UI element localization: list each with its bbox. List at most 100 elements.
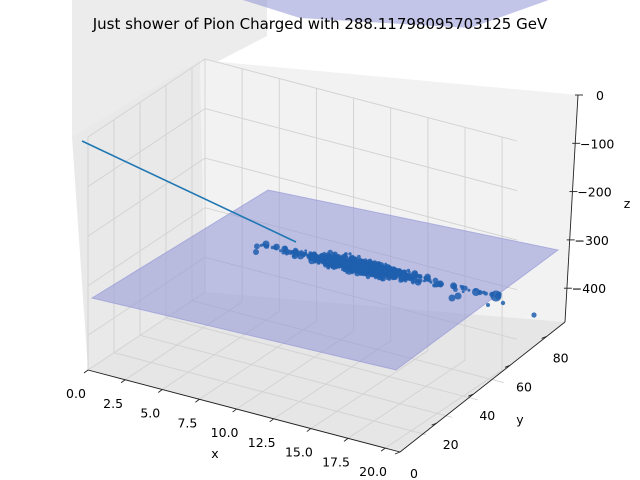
- gridline-y: [165, 85, 479, 401]
- hit-point: [436, 283, 440, 287]
- hit-point: [372, 263, 376, 267]
- gridline-z: [87, 108, 518, 192]
- hit-point: [348, 252, 352, 256]
- z-tick-label: −400: [572, 281, 606, 296]
- hit-point: [490, 290, 502, 302]
- x-tick-label: 12.5: [248, 435, 276, 450]
- hit-point: [304, 249, 308, 253]
- hit-point: [325, 259, 330, 264]
- x-tick-label: 5.0: [140, 406, 160, 421]
- hit-point: [374, 276, 378, 280]
- hit-point: [398, 277, 404, 283]
- gridline-z: [87, 58, 518, 142]
- y-tick-label: 0: [410, 466, 418, 480]
- upper-shower-plane: [242, 0, 549, 28]
- hit-point: [315, 254, 319, 258]
- hit-point: [307, 253, 312, 259]
- hit-point: [414, 271, 418, 275]
- hit-point: [327, 264, 331, 269]
- z-axis-label: z: [624, 196, 631, 211]
- gridline-x: [347, 127, 466, 439]
- hit-point: [287, 249, 293, 255]
- hit-point: [376, 269, 380, 273]
- hit-point: [356, 258, 363, 264]
- hit-point: [429, 280, 433, 284]
- hit-point: [432, 283, 437, 288]
- hit-point: [253, 249, 259, 255]
- gridline-x: [310, 117, 429, 429]
- hit-point: [481, 290, 486, 295]
- hit-point: [352, 257, 356, 261]
- hit-point: [462, 285, 468, 291]
- hit-point: [301, 252, 306, 257]
- y-tick-label: 60: [516, 379, 532, 394]
- hit-point: [432, 277, 439, 284]
- hit-point: [281, 250, 286, 255]
- hit-point: [254, 243, 260, 250]
- hit-point: [379, 265, 384, 270]
- x-tick-mark: [195, 398, 200, 403]
- hit-point: [344, 261, 349, 266]
- hit-point: [326, 256, 330, 260]
- hit-point: [384, 262, 388, 266]
- back-pane-xz: [72, 0, 267, 137]
- hit-point: [405, 275, 410, 279]
- hit-point: [408, 270, 411, 274]
- hit-point: [410, 277, 414, 281]
- gridline-y: [113, 119, 427, 436]
- hit-point: [351, 266, 357, 272]
- hit-point: [395, 269, 399, 273]
- hit-point: [357, 254, 361, 259]
- hit-point: [279, 249, 282, 253]
- hit-point: [459, 284, 463, 288]
- hit-point: [318, 253, 324, 259]
- hit-point: [397, 274, 401, 278]
- y-tick-label: 20: [443, 437, 459, 452]
- x-tick-label: 20.0: [359, 464, 387, 479]
- x-tick-mark: [158, 389, 163, 393]
- chart-title: Just shower of Pion Charged with 288.117…: [92, 15, 548, 33]
- y-axis-line: [399, 321, 566, 453]
- hit-point: [352, 259, 356, 263]
- hit-point: [379, 269, 383, 273]
- z-axis-line: [564, 94, 579, 323]
- hit-point: [450, 282, 457, 290]
- hit-point: [339, 264, 343, 268]
- z-tick-label: 0: [596, 88, 604, 103]
- hit-point: [347, 257, 351, 261]
- x-tick-label: 15.0: [285, 445, 313, 460]
- gridline-x: [384, 137, 503, 449]
- y-tick-mark: [394, 451, 401, 455]
- hit-point: [362, 268, 366, 272]
- x-tick-mark: [269, 418, 274, 423]
- hit-point: [376, 261, 381, 266]
- plane-surface: [90, 189, 560, 371]
- hit-point: [333, 260, 341, 267]
- x-tick-label: 0.0: [66, 386, 86, 401]
- y-tick-mark: [504, 364, 511, 368]
- gridline-z: [87, 157, 518, 241]
- x-tick-mark: [83, 369, 89, 374]
- hit-point: [323, 257, 327, 261]
- hit-point: [354, 270, 361, 277]
- hit-point: [370, 269, 374, 273]
- particle-trajectory: [81, 140, 297, 243]
- hit-point: [317, 261, 321, 264]
- hit-point: [410, 280, 416, 285]
- hit-point: [531, 312, 537, 318]
- tick-labels: 0.0 2.5 5.0 7.5 10.0 12.5 15.0 17.5 20.0 0 20 40 60 8…: [66, 88, 614, 480]
- plane-surface: [242, 0, 549, 28]
- x-tick-mark: [232, 408, 237, 413]
- hit-point: [367, 264, 373, 269]
- x-tick-mark: [306, 428, 312, 432]
- x-tick-label: 2.5: [103, 396, 123, 411]
- hit-point: [283, 245, 288, 250]
- trajectory-line: [81, 140, 297, 243]
- shower-hits: [253, 240, 537, 318]
- x-axis-label: x: [211, 446, 218, 461]
- hit-point: [423, 276, 427, 280]
- y-tick-mark: [541, 336, 547, 339]
- hit-point: [273, 243, 280, 251]
- hit-point: [426, 278, 430, 282]
